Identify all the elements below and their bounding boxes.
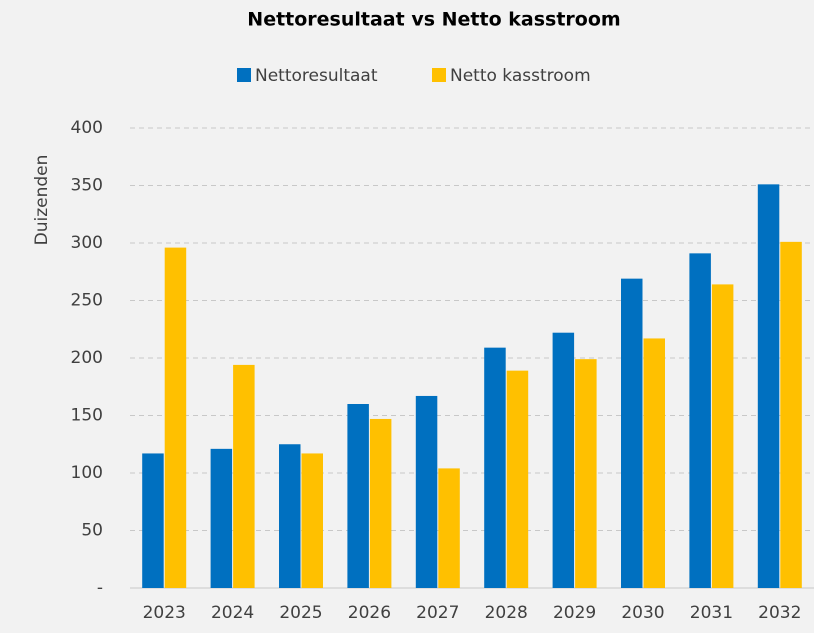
y-tick-label: 400 (71, 118, 103, 138)
y-tick-label: 350 (71, 176, 103, 196)
bar (369, 418, 392, 588)
y-tick-label: 200 (71, 348, 103, 368)
x-tick-label: 2024 (211, 603, 254, 623)
y-axis-label: Duizenden (32, 155, 52, 246)
bar (506, 370, 529, 588)
x-tick-label: 2029 (553, 603, 596, 623)
bar (210, 448, 233, 588)
x-tick-label: 2028 (485, 603, 528, 623)
bar (347, 404, 369, 588)
bar (484, 347, 506, 588)
bar (233, 364, 255, 588)
legend-label: Netto kasstroom (450, 66, 591, 86)
y-tick-label: 300 (71, 233, 103, 253)
x-tick-label: 2031 (690, 603, 733, 623)
y-tick-label: 100 (71, 463, 103, 483)
legend-swatch (237, 68, 251, 82)
bar (415, 395, 438, 588)
x-tick-label: 2027 (416, 603, 459, 623)
bar (711, 284, 734, 588)
bar (780, 241, 802, 588)
x-tick-label: 2032 (758, 603, 801, 623)
x-tick-label: 2025 (279, 603, 322, 623)
y-tick-label: 250 (71, 291, 103, 311)
bar (164, 247, 187, 588)
bar (438, 468, 460, 588)
bar (142, 453, 164, 588)
bar (301, 453, 323, 588)
bar (575, 359, 597, 588)
y-tick-label: 150 (71, 406, 103, 426)
legend-label: Nettoresultaat (255, 66, 378, 86)
y-tick-label: 50 (81, 521, 103, 541)
y-tick-label: - (97, 578, 103, 598)
bar (621, 278, 643, 588)
chart-title: Nettoresultaat vs Netto kasstroom (247, 9, 620, 31)
x-tick-label: 2030 (621, 603, 664, 623)
x-tick-label: 2026 (348, 603, 391, 623)
bar (689, 253, 711, 588)
legend-swatch (432, 68, 446, 82)
bar (757, 184, 780, 588)
bar (643, 338, 665, 588)
bar (279, 444, 301, 588)
bar (552, 332, 575, 588)
x-tick-label: 2023 (143, 603, 186, 623)
